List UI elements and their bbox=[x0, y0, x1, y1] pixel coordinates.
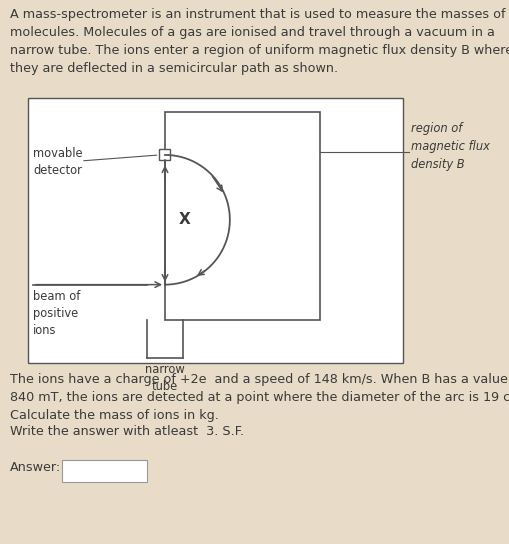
Text: region of
magnetic flux
density B: region of magnetic flux density B bbox=[411, 122, 490, 171]
Text: The ions have a charge of +2e  and a speed of 148 km/s. When B has a value of
84: The ions have a charge of +2e and a spee… bbox=[10, 373, 509, 422]
Bar bbox=[165, 112, 320, 320]
Text: Write the answer with atleast  3. S.F.: Write the answer with atleast 3. S.F. bbox=[10, 425, 244, 438]
Text: X: X bbox=[179, 212, 191, 227]
Bar bbox=[159, 150, 171, 160]
Text: movable
detector: movable detector bbox=[33, 147, 82, 177]
Text: narrow
tube: narrow tube bbox=[145, 363, 185, 393]
Text: Answer:: Answer: bbox=[10, 461, 61, 474]
Text: A mass-spectrometer is an instrument that is used to measure the masses of
molec: A mass-spectrometer is an instrument tha… bbox=[10, 8, 509, 75]
Text: beam of
positive
ions: beam of positive ions bbox=[33, 289, 80, 337]
Bar bbox=[62, 460, 147, 482]
Bar bbox=[28, 98, 403, 363]
